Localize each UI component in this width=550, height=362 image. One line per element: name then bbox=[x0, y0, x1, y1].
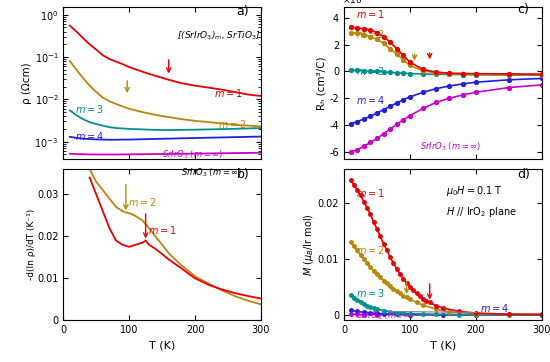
Text: $m = 3$: $m = 3$ bbox=[356, 287, 385, 299]
Text: $\times10^{-3}$: $\times10^{-3}$ bbox=[342, 0, 372, 6]
Text: $m = 4$: $m = 4$ bbox=[75, 130, 104, 142]
Text: $m = 1$: $m = 1$ bbox=[214, 87, 243, 99]
Text: $m = 2$: $m = 2$ bbox=[218, 118, 247, 130]
Y-axis label: -d(ln ρ)/dT (K⁻¹): -d(ln ρ)/dT (K⁻¹) bbox=[26, 209, 36, 280]
Text: $m = 4$: $m = 4$ bbox=[481, 302, 509, 314]
Y-axis label: Rₕ (cm³/C): Rₕ (cm³/C) bbox=[317, 56, 327, 110]
Text: $\mu_0H = 0.1$ T: $\mu_0H = 0.1$ T bbox=[446, 184, 503, 198]
Y-axis label: $M$ ($\mu_B$/Ir mol): $M$ ($\mu_B$/Ir mol) bbox=[302, 213, 316, 276]
Y-axis label: ρ (Ωcm): ρ (Ωcm) bbox=[21, 62, 31, 104]
X-axis label: T (K): T (K) bbox=[430, 341, 456, 351]
Text: $m = 2$: $m = 2$ bbox=[128, 196, 157, 208]
Text: c): c) bbox=[518, 3, 529, 16]
Text: $m = 1$: $m = 1$ bbox=[147, 224, 177, 236]
Text: d): d) bbox=[518, 168, 530, 181]
Text: SrIrO$_3$ $(m = \infty)$: SrIrO$_3$ $(m = \infty)$ bbox=[162, 148, 223, 161]
Text: $H$ // IrO$_2$ plane: $H$ // IrO$_2$ plane bbox=[446, 205, 517, 219]
Text: SrIrO$_3$ $(m_= \infty)$: SrIrO$_3$ $(m_= \infty)$ bbox=[356, 310, 414, 322]
Text: $m = 1$: $m = 1$ bbox=[356, 8, 384, 20]
X-axis label: T (K): T (K) bbox=[149, 341, 175, 351]
Text: $m = 3$: $m = 3$ bbox=[75, 103, 104, 115]
Text: $m = 2$: $m = 2$ bbox=[356, 244, 384, 256]
Text: [(SrIrO$_3$)$_m$, SrTiO$_3$]: [(SrIrO$_3$)$_m$, SrTiO$_3$] bbox=[177, 29, 261, 42]
Text: $m = 2$: $m = 2$ bbox=[356, 28, 384, 40]
Text: SrIrO$_3$ $(m = \infty)$: SrIrO$_3$ $(m = \infty)$ bbox=[180, 167, 242, 179]
Text: a): a) bbox=[236, 5, 249, 18]
Text: SrIrO$_3$ $(m = \infty)$: SrIrO$_3$ $(m = \infty)$ bbox=[420, 141, 481, 153]
Text: $m = 1$: $m = 1$ bbox=[356, 187, 384, 199]
Text: $m = 3$: $m = 3$ bbox=[356, 65, 385, 77]
Text: $m = 4$: $m = 4$ bbox=[356, 94, 385, 106]
Text: b): b) bbox=[236, 168, 249, 181]
